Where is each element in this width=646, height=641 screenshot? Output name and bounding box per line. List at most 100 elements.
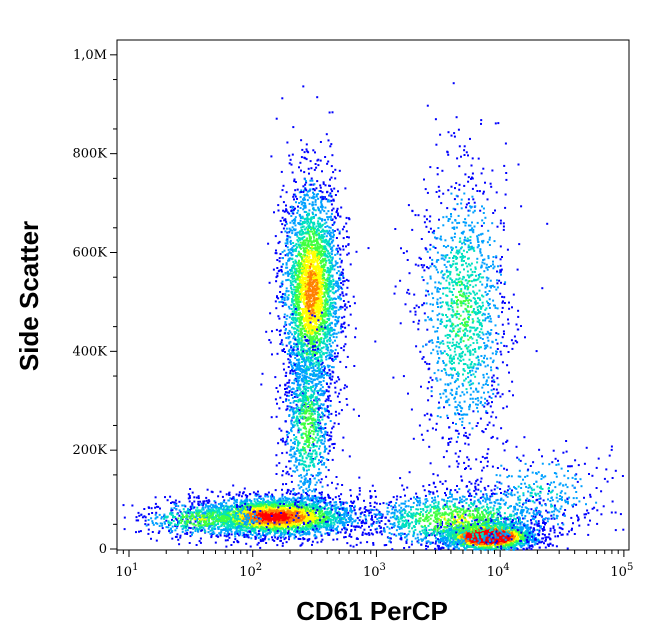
event-dot [240,525,242,527]
event-dot [284,538,286,540]
event-dot [259,547,261,549]
event-dot [232,485,234,487]
event-dot [237,518,239,520]
event-dot [326,133,328,135]
event-dot [335,358,337,360]
event-dot [271,522,273,524]
event-dot [326,525,328,527]
event-dot [230,544,232,546]
event-dot [291,365,293,367]
event-dot [312,201,314,203]
event-dot [291,501,293,503]
event-dot [279,334,281,336]
event-dot [276,521,278,523]
event-dot [155,512,157,514]
event-dot [286,388,288,390]
event-dot [226,508,228,510]
event-dot [370,505,372,507]
event-dot [245,543,247,545]
event-dot [343,516,345,518]
event-dot [343,518,345,520]
event-dot [226,526,228,528]
event-dot [230,505,232,507]
event-dot [192,492,194,494]
event-dot [173,507,175,509]
event-dot [349,516,351,518]
event-dot [155,522,157,524]
event-dot [318,528,320,530]
event-dot [254,511,256,513]
event-dot [168,520,170,522]
event-dot [176,527,178,529]
event-dot [246,503,248,505]
event-dot [155,503,157,505]
event-dot [289,524,291,526]
event-dot [345,522,347,524]
event-dot [167,516,169,518]
event-dot [297,206,299,208]
event-dot [230,518,232,520]
event-dot [182,531,184,533]
event-dot [256,508,258,510]
event-dot [212,506,214,508]
event-dot [180,519,182,521]
event-dot [319,422,321,424]
event-dot [248,527,250,529]
event-dot [315,163,317,165]
event-dot [217,523,219,525]
event-dot [253,508,255,510]
event-dot [180,525,182,527]
event-dot [331,523,333,525]
event-dot [196,507,198,509]
event-dot [228,518,230,520]
event-dot [306,527,308,529]
event-dot [233,502,235,504]
event-dot [190,511,192,513]
event-dot [286,287,288,289]
event-dot [345,336,347,338]
event-dot [244,530,246,532]
event-dot [332,539,334,541]
event-dot [286,501,288,503]
event-dot [309,449,311,451]
event-dot [212,491,214,493]
event-dot [346,230,348,232]
event-dot [213,518,215,520]
event-dot [319,218,321,220]
event-dot [150,538,152,540]
event-dot [159,525,161,527]
event-dot [300,170,302,172]
event-dot [339,501,341,503]
event-dot [189,542,191,544]
event-dot [308,532,310,534]
event-dot [214,526,216,528]
event-dot [271,330,273,332]
event-dot [246,496,248,498]
event-dot [195,524,197,526]
event-dot [274,510,276,512]
event-dot [170,528,172,530]
event-dot [153,524,155,526]
event-dot [334,523,336,525]
event-dot [234,531,236,533]
event-dot [274,533,276,535]
event-dot [293,209,295,211]
event-dot [231,533,233,535]
event-dot [299,162,301,164]
event-dot [263,514,265,516]
event-dot [138,512,140,514]
event-dot [192,523,194,525]
event-dot [176,536,178,538]
event-dot [287,512,289,514]
event-dot [303,384,305,386]
event-dot [281,489,283,491]
event-dot [155,514,157,516]
event-dot [218,528,220,530]
event-dot [305,502,307,504]
event-dot [319,517,321,519]
event-dot [319,499,321,501]
event-dot [175,508,177,510]
event-dot [274,536,276,538]
event-dot [260,498,262,500]
event-dot [303,519,305,521]
